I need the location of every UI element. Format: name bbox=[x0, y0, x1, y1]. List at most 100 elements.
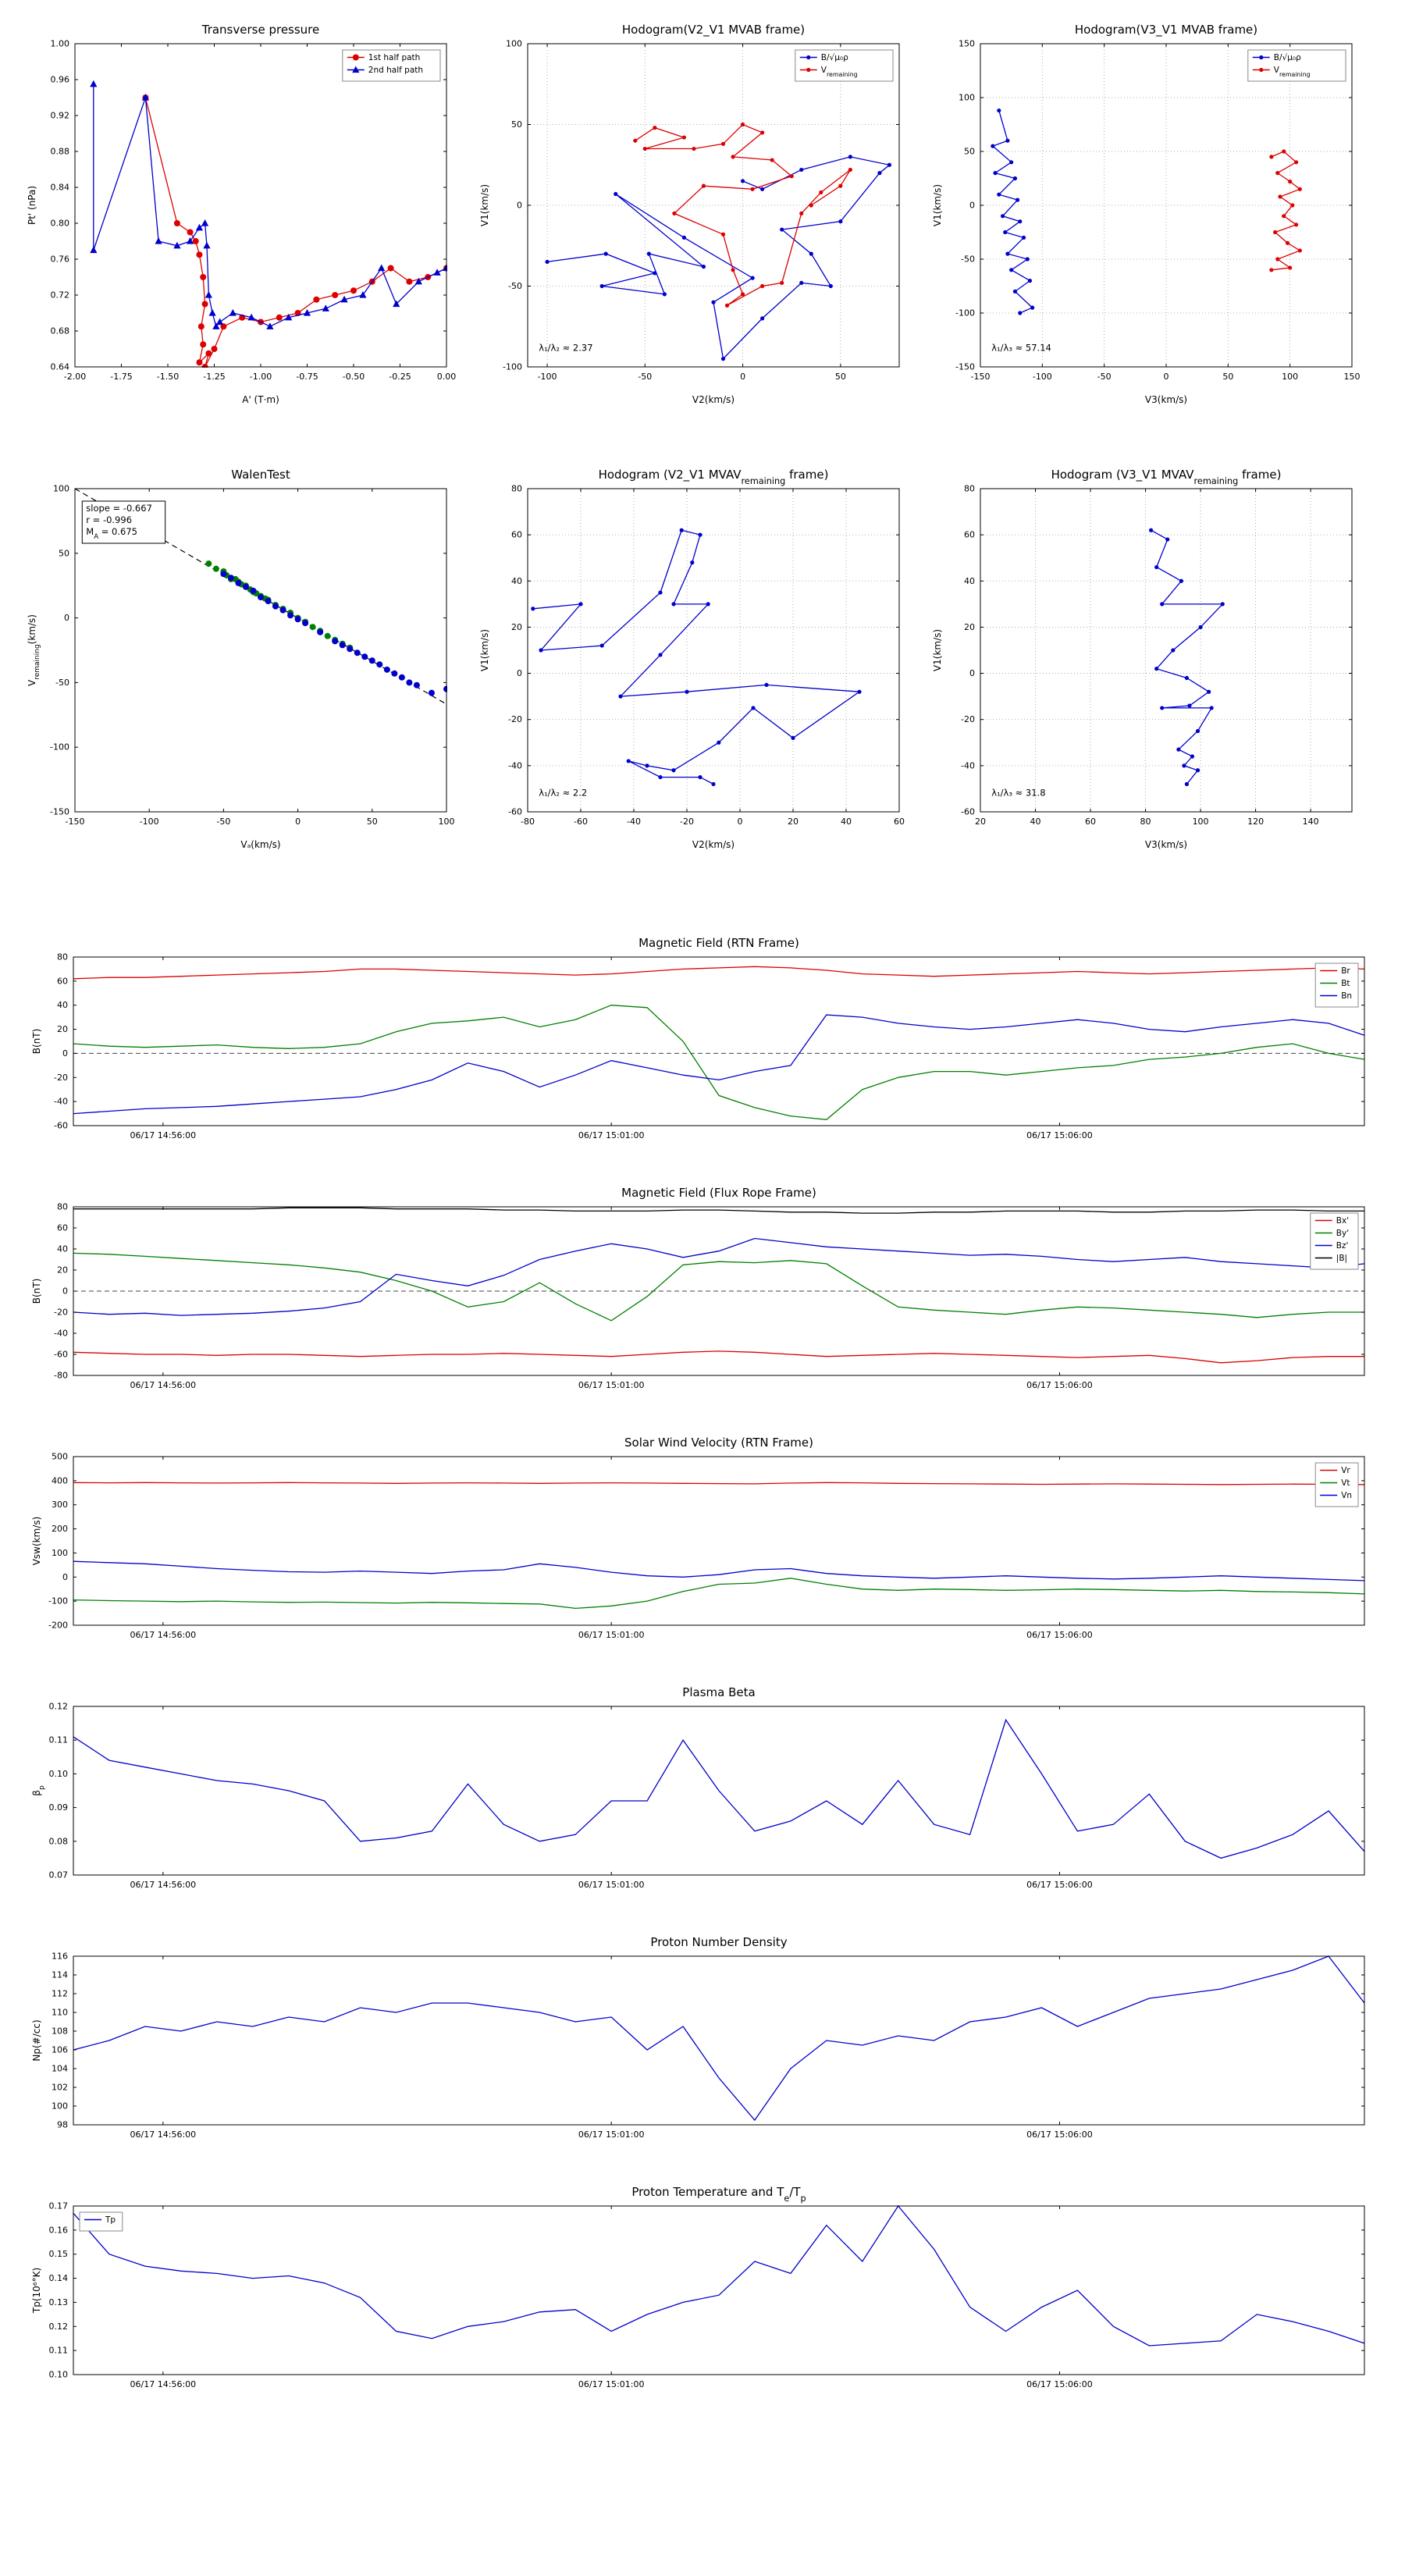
svg-text:100: 100 bbox=[439, 817, 455, 827]
svg-text:Vremaining: Vremaining bbox=[1274, 66, 1311, 78]
svg-text:140: 140 bbox=[1303, 817, 1319, 827]
svg-text:20: 20 bbox=[964, 622, 975, 632]
svg-text:50: 50 bbox=[964, 147, 975, 157]
svg-text:150: 150 bbox=[959, 39, 975, 49]
chart-plasma-beta: 06/17 14:56:00 06/17 15:01:00 06/17 15:06:… bbox=[28, 1680, 1377, 1908]
svg-text:Vₐ(km/s): Vₐ(km/s) bbox=[240, 839, 280, 850]
svg-text:0.96: 0.96 bbox=[51, 75, 70, 85]
svg-text:0: 0 bbox=[969, 201, 975, 211]
svg-text:20: 20 bbox=[511, 622, 522, 632]
svg-text:Vr: Vr bbox=[1341, 1466, 1350, 1475]
svg-text:100: 100 bbox=[1193, 817, 1209, 827]
svg-text:0.17: 0.17 bbox=[49, 2201, 69, 2211]
chart-proton-temperature: 06/17 14:56:00 06/17 15:01:00 06/17 15:06:… bbox=[28, 2179, 1377, 2407]
svg-text:0.12: 0.12 bbox=[49, 2322, 69, 2332]
svg-text:0.72: 0.72 bbox=[51, 290, 70, 301]
svg-text:0.10: 0.10 bbox=[49, 1769, 69, 1779]
chart-magnetic-field-flux-rope: 06/17 14:56:00 06/17 15:01:00 06/17 15:06:… bbox=[28, 1180, 1377, 1408]
svg-text:06/17 15:01:00: 06/17 15:01:00 bbox=[578, 1880, 645, 1890]
svg-text:By': By' bbox=[1336, 1229, 1349, 1238]
svg-text:Transverse pressure: Transverse pressure bbox=[201, 23, 320, 37]
svg-text:Vn: Vn bbox=[1341, 1491, 1352, 1500]
svg-text:Br: Br bbox=[1341, 966, 1350, 976]
svg-text:20: 20 bbox=[975, 817, 986, 827]
svg-text:108: 108 bbox=[52, 2026, 68, 2037]
chart-transverse-pressure: -2.00 -1.75 -1.50 -1.25 -1.00 -0.75 -0.50 -0.25… bbox=[23, 14, 461, 409]
svg-text:50: 50 bbox=[1222, 372, 1233, 382]
svg-text:100: 100 bbox=[1282, 372, 1298, 382]
svg-text:06/17 15:01:00: 06/17 15:01:00 bbox=[578, 2379, 645, 2389]
svg-text:Magnetic Field (RTN Frame): Magnetic Field (RTN Frame) bbox=[638, 936, 799, 950]
svg-text:-40: -40 bbox=[54, 1097, 68, 1107]
svg-text:0: 0 bbox=[62, 1048, 68, 1059]
svg-text:60: 60 bbox=[1085, 817, 1096, 827]
svg-text:-150: -150 bbox=[50, 807, 69, 817]
svg-text:104: 104 bbox=[52, 2064, 68, 2074]
svg-text:-60: -60 bbox=[961, 807, 975, 817]
svg-text:V3(km/s): V3(km/s) bbox=[1145, 394, 1187, 405]
svg-text:Np(#/cc): Np(#/cc) bbox=[31, 2019, 42, 2061]
svg-text:20: 20 bbox=[57, 1265, 68, 1276]
svg-text:-40: -40 bbox=[961, 760, 975, 770]
svg-text:-100: -100 bbox=[50, 742, 69, 753]
svg-text:-60: -60 bbox=[54, 1121, 68, 1131]
svg-text:60: 60 bbox=[964, 530, 975, 540]
svg-text:-40: -40 bbox=[54, 1329, 68, 1339]
svg-text:-60: -60 bbox=[508, 807, 522, 817]
svg-text:112: 112 bbox=[52, 1989, 68, 1999]
svg-text:-20: -20 bbox=[680, 817, 694, 827]
svg-text:300: 300 bbox=[52, 1500, 68, 1510]
svg-text:0.88: 0.88 bbox=[51, 147, 70, 157]
svg-text:150: 150 bbox=[1344, 372, 1361, 382]
svg-text:Bx': Bx' bbox=[1336, 1216, 1349, 1226]
svg-text:0.84: 0.84 bbox=[51, 183, 70, 193]
svg-text:Hodogram(V2_V1 MVAB frame): Hodogram(V2_V1 MVAB frame) bbox=[622, 23, 805, 37]
svg-text:λ₁/λ₂ ≈ 2.37: λ₁/λ₂ ≈ 2.37 bbox=[539, 342, 592, 353]
svg-text:2nd half path: 2nd half path bbox=[368, 66, 423, 75]
svg-text:0.12: 0.12 bbox=[49, 1702, 69, 1712]
svg-text:-50: -50 bbox=[1097, 372, 1112, 382]
svg-text:0: 0 bbox=[295, 817, 301, 827]
svg-text:λ₁/λ₂ ≈ 2.2: λ₁/λ₂ ≈ 2.2 bbox=[539, 787, 587, 798]
svg-text:Hodogram(V3_V1 MVAB frame): Hodogram(V3_V1 MVAB frame) bbox=[1075, 23, 1257, 37]
svg-text:Vsw(km/s): Vsw(km/s) bbox=[31, 1517, 42, 1566]
svg-text:-1.00: -1.00 bbox=[250, 372, 272, 382]
svg-text:-150: -150 bbox=[66, 817, 85, 827]
svg-text:Hodogram (V3_V1 MVAVremaining: Hodogram (V3_V1 MVAVremaining frame) bbox=[1051, 468, 1282, 486]
svg-text:WalenTest: WalenTest bbox=[231, 468, 290, 482]
svg-text:0: 0 bbox=[62, 1572, 68, 1582]
svg-text:-20: -20 bbox=[961, 714, 975, 724]
chart-hodogram-v3v1-mvab: -150 -100 -50 0 50 100 150 -150 -100 -50 0 50 100 150… bbox=[929, 14, 1366, 409]
svg-text:B(nT): B(nT) bbox=[31, 1029, 42, 1055]
svg-text:-100: -100 bbox=[140, 817, 159, 827]
svg-text:slope = -0.667: slope = -0.667 bbox=[86, 503, 152, 514]
svg-text:20: 20 bbox=[57, 1024, 68, 1034]
svg-text:100: 100 bbox=[53, 484, 69, 494]
svg-text:50: 50 bbox=[835, 372, 846, 382]
svg-text:V1(km/s): V1(km/s) bbox=[932, 184, 943, 226]
svg-text:-20: -20 bbox=[508, 714, 522, 724]
svg-text:0.15: 0.15 bbox=[49, 2249, 69, 2259]
svg-text:-1.75: -1.75 bbox=[110, 372, 132, 382]
svg-text:-2.00: -2.00 bbox=[64, 372, 86, 382]
svg-text:06/17 14:56:00: 06/17 14:56:00 bbox=[130, 1880, 197, 1890]
svg-text:V3(km/s): V3(km/s) bbox=[1145, 839, 1187, 850]
svg-text:400: 400 bbox=[52, 1475, 68, 1485]
svg-text:40: 40 bbox=[1030, 817, 1041, 827]
svg-text:1st half path: 1st half path bbox=[368, 53, 421, 62]
svg-text:20: 20 bbox=[788, 817, 799, 827]
svg-text:Pt' (nPa): Pt' (nPa) bbox=[27, 186, 37, 225]
svg-text:λ₁/λ₃ ≈ 31.8: λ₁/λ₃ ≈ 31.8 bbox=[991, 787, 1045, 798]
svg-text:50: 50 bbox=[59, 548, 69, 558]
svg-text:-150: -150 bbox=[971, 372, 991, 382]
svg-text:06/17 14:56:00: 06/17 14:56:00 bbox=[130, 1130, 197, 1140]
svg-text:Solar Wind Velocity (RTN Frame: Solar Wind Velocity (RTN Frame) bbox=[624, 1436, 813, 1450]
svg-text:06/17 15:06:00: 06/17 15:06:00 bbox=[1026, 1130, 1093, 1140]
svg-text:06/17 14:56:00: 06/17 14:56:00 bbox=[130, 1630, 197, 1640]
svg-text:Bz': Bz' bbox=[1336, 1241, 1349, 1251]
svg-text:Magnetic Field (Flux Rope Fram: Magnetic Field (Flux Rope Frame) bbox=[621, 1186, 816, 1200]
svg-text:-40: -40 bbox=[627, 817, 641, 827]
svg-text:40: 40 bbox=[57, 1244, 68, 1254]
svg-text:100: 100 bbox=[52, 2101, 68, 2112]
svg-text:-50: -50 bbox=[638, 372, 652, 382]
